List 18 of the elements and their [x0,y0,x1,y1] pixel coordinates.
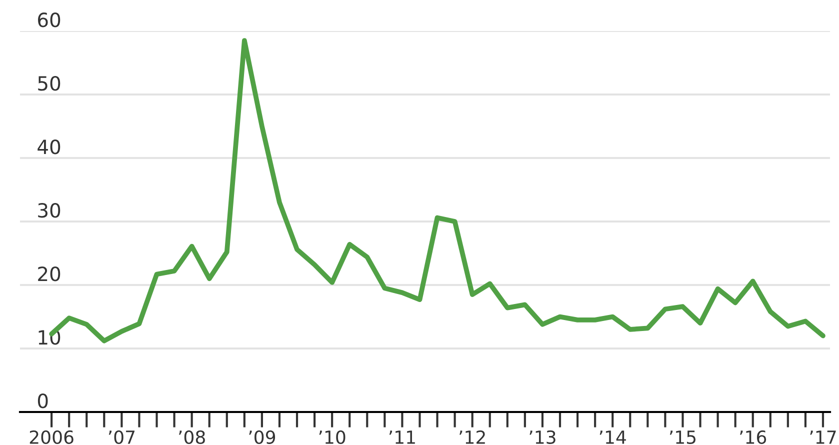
y-tick-label: 60 [38,12,60,28]
x-tick-label: ’15 [670,430,696,444]
x-tick-label: ’08 [179,430,205,444]
x-tick-label: ’12 [460,430,485,444]
x-tick-label: ’13 [530,430,556,444]
y-tick-label: 50 [38,76,60,91]
y-tick-label: 40 [38,140,60,154]
x-tick-label: 2006 [30,430,74,444]
x-tick-label: ’10 [319,430,346,444]
y-tick-label: 0 [38,394,48,408]
x-tick-label: ’17 [810,430,836,444]
x-tick-label: ’07 [108,430,135,444]
y-tick-label: 20 [38,266,60,282]
y-tick-label: 30 [38,203,60,218]
x-tick-label: ’16 [740,430,766,444]
x-tick-label: ’09 [249,430,276,444]
x-tick-label: ’14 [600,430,626,444]
x-tick-label: ’11 [389,430,415,444]
